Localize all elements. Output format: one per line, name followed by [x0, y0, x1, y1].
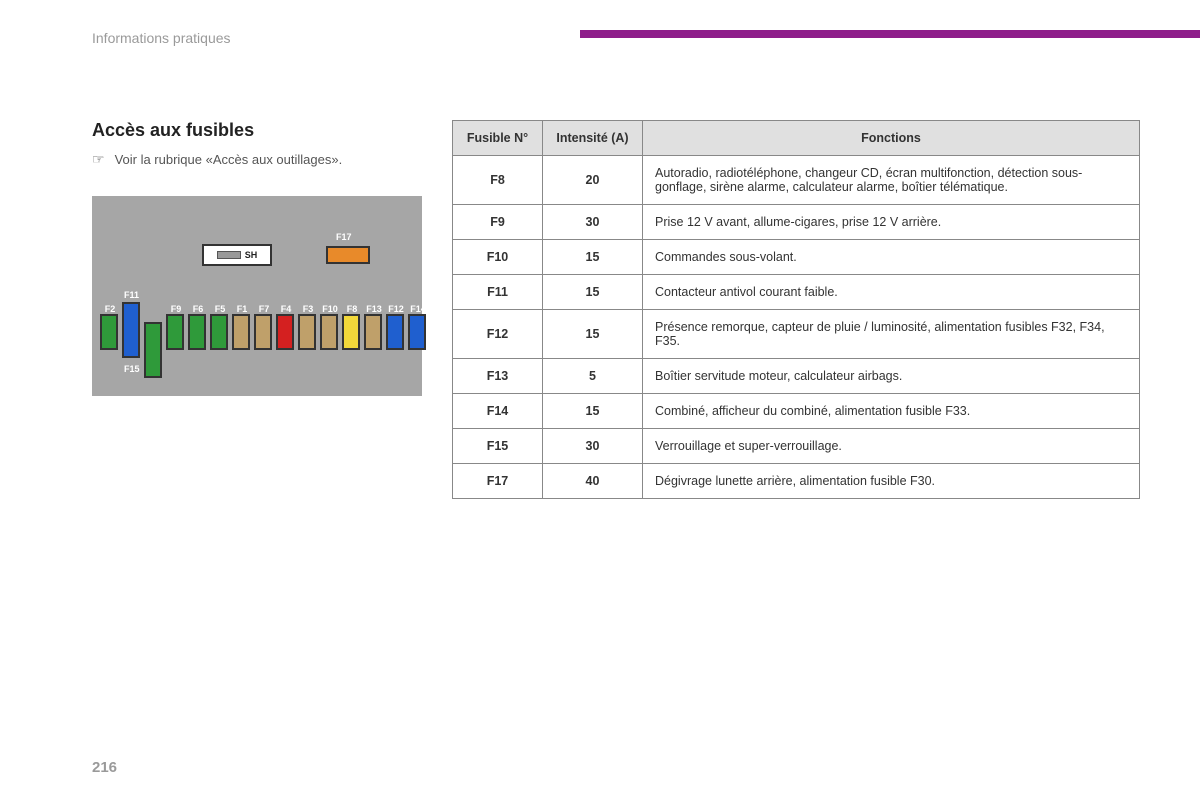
fuse-label: F15	[124, 364, 140, 374]
fuse-label: F11	[124, 290, 139, 300]
breadcrumb: Informations pratiques	[92, 30, 231, 46]
fuse-f17	[326, 246, 370, 264]
fuse-label: F14	[408, 304, 428, 314]
cell-fuse: F10	[453, 240, 543, 275]
fuse-f15	[144, 322, 162, 378]
fuse-f9	[166, 314, 184, 350]
cell-func: Présence remorque, capteur de pluie / lu…	[643, 310, 1140, 359]
fuse-label: F3	[298, 304, 318, 314]
cell-fuse: F11	[453, 275, 543, 310]
fuse-label: F2	[100, 304, 120, 314]
fuse-label: F8	[342, 304, 362, 314]
fuse-label: F9	[166, 304, 186, 314]
cell-fuse: F15	[453, 429, 543, 464]
cell-func: Verrouillage et super-verrouillage.	[643, 429, 1140, 464]
pointer-icon: ☞	[92, 151, 105, 168]
fuse-label: F4	[276, 304, 296, 314]
fuse-f13	[364, 314, 382, 350]
fuse-f10	[320, 314, 338, 350]
cell-func: Contacteur antivol courant faible.	[643, 275, 1140, 310]
fuse-f14	[408, 314, 426, 350]
fuse-label: F5	[210, 304, 230, 314]
table-row: F1015Commandes sous-volant.	[453, 240, 1140, 275]
cell-amps: 20	[543, 156, 643, 205]
fuse-f2	[100, 314, 118, 350]
cell-fuse: F17	[453, 464, 543, 499]
fuse-label: F6	[188, 304, 208, 314]
cell-func: Prise 12 V avant, allume-cigares, prise …	[643, 205, 1140, 240]
cell-amps: 15	[543, 240, 643, 275]
table-row: F1115Contacteur antivol courant faible.	[453, 275, 1140, 310]
cell-amps: 30	[543, 429, 643, 464]
fuse-f4	[276, 314, 294, 350]
cell-fuse: F8	[453, 156, 543, 205]
fuse-f8	[342, 314, 360, 350]
cell-func: Autoradio, radiotéléphone, changeur CD, …	[643, 156, 1140, 205]
fuse-label: F12	[386, 304, 406, 314]
cell-func: Dégivrage lunette arrière, alimentation …	[643, 464, 1140, 499]
col-header-amps: Intensité (A)	[543, 121, 643, 156]
cell-amps: 5	[543, 359, 643, 394]
cell-fuse: F14	[453, 394, 543, 429]
cell-amps: 15	[543, 394, 643, 429]
fuse-f12	[386, 314, 404, 350]
table-row: F1415Combiné, afficheur du combiné, alim…	[453, 394, 1140, 429]
sh-fuse-box: SH	[202, 244, 272, 266]
fuse-label: F1	[232, 304, 252, 314]
cell-amps: 15	[543, 310, 643, 359]
fuse-f11	[122, 302, 140, 358]
cell-func: Combiné, afficheur du combiné, alimentat…	[643, 394, 1140, 429]
fuse-f6	[188, 314, 206, 350]
fuse-label: F10	[320, 304, 340, 314]
fuse-label: F7	[254, 304, 274, 314]
fuse-f3	[298, 314, 316, 350]
cell-amps: 30	[543, 205, 643, 240]
fuse-f5	[210, 314, 228, 350]
table-row: F1215Présence remorque, capteur de pluie…	[453, 310, 1140, 359]
fuse-f7	[254, 314, 272, 350]
table-row: F1530Verrouillage et super-verrouillage.	[453, 429, 1140, 464]
cell-fuse: F12	[453, 310, 543, 359]
fuse-diagram: SHF17F11F15F2F9F6F5F1F7F4F3F10F8F13F12F1…	[92, 196, 422, 396]
col-header-func: Fonctions	[643, 121, 1140, 156]
table-row: F1740Dégivrage lunette arrière, alimenta…	[453, 464, 1140, 499]
cell-amps: 15	[543, 275, 643, 310]
table-row: F930Prise 12 V avant, allume-cigares, pr…	[453, 205, 1140, 240]
fuse-label: F13	[364, 304, 384, 314]
fuse-f1	[232, 314, 250, 350]
section-title: Accès aux fusibles	[92, 120, 422, 141]
fuse-table: Fusible N° Intensité (A) Fonctions F820A…	[452, 120, 1140, 499]
cell-func: Commandes sous-volant.	[643, 240, 1140, 275]
table-row: F820Autoradio, radiotéléphone, changeur …	[453, 156, 1140, 205]
reference-line: ☞ Voir la rubrique «Accès aux outillages…	[92, 151, 422, 168]
cell-amps: 40	[543, 464, 643, 499]
cell-fuse: F9	[453, 205, 543, 240]
page-number: 216	[92, 759, 117, 776]
col-header-fuse: Fusible N°	[453, 121, 543, 156]
fuse-label: F17	[336, 232, 352, 242]
cell-fuse: F13	[453, 359, 543, 394]
cell-func: Boîtier servitude moteur, calculateur ai…	[643, 359, 1140, 394]
reference-text: Voir la rubrique «Accès aux outillages».	[115, 152, 343, 167]
table-row: F135Boîtier servitude moteur, calculateu…	[453, 359, 1140, 394]
accent-bar	[580, 30, 1200, 38]
